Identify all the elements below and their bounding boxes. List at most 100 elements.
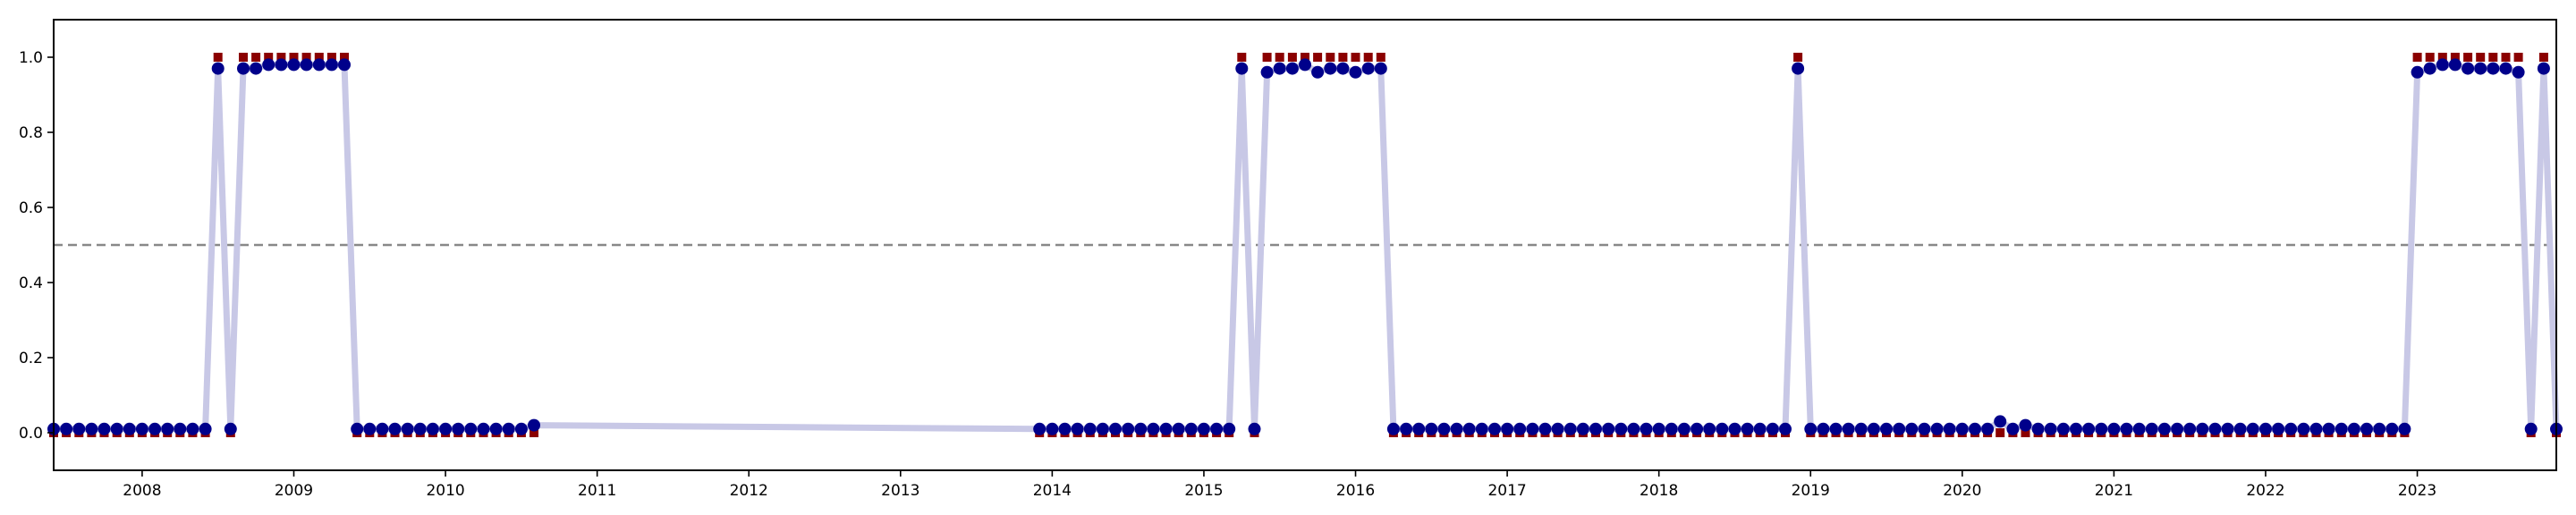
predicted-point xyxy=(2385,422,2399,435)
predicted-point xyxy=(1589,422,1602,435)
predicted-point xyxy=(161,422,174,435)
predicted-point xyxy=(1184,422,1198,435)
actual-point xyxy=(1363,53,1373,62)
predicted-point xyxy=(1147,422,1160,435)
predicted-point xyxy=(2132,422,2146,435)
actual-point xyxy=(2463,53,2473,62)
predicted-point xyxy=(1741,422,1754,435)
predicted-point xyxy=(1248,422,1261,435)
actual-point xyxy=(2021,428,2030,437)
actual-point xyxy=(251,53,261,62)
predicted-point xyxy=(1425,422,1438,435)
actual-point xyxy=(2412,53,2422,62)
actual-point xyxy=(289,53,299,62)
predicted-point xyxy=(1994,415,2007,428)
line-layer xyxy=(54,61,2560,433)
predicted-point xyxy=(1223,422,1236,435)
predicted-point xyxy=(2474,62,2487,75)
predicted-point xyxy=(1981,422,1995,435)
predicted-point xyxy=(439,422,453,435)
predicted-point xyxy=(135,422,148,435)
predicted-point xyxy=(401,422,414,435)
predicted-point xyxy=(1513,422,1527,435)
predicted-point xyxy=(1854,422,1868,435)
predicted-point xyxy=(452,422,465,435)
x-tick-label: 2022 xyxy=(2246,482,2284,500)
predicted-point xyxy=(1677,422,1690,435)
predicted-point xyxy=(413,422,427,435)
actual-point xyxy=(2538,53,2548,62)
predicted-point xyxy=(1260,65,1274,79)
predicted-point xyxy=(2095,422,2108,435)
predicted-point xyxy=(211,62,225,75)
predicted-point xyxy=(1501,422,1514,435)
actual-point xyxy=(1313,53,1323,62)
predicted-point xyxy=(1576,422,1589,435)
predicted-point xyxy=(1210,422,1224,435)
predicted-point xyxy=(1665,422,1678,435)
predicted-point xyxy=(1159,422,1173,435)
predicted-point xyxy=(2436,58,2449,72)
predicted-point xyxy=(2208,422,2222,435)
predicted-point xyxy=(287,58,301,72)
predicted-point xyxy=(1462,422,1476,435)
actual-point xyxy=(2437,53,2447,62)
predicted-point xyxy=(1324,62,1337,75)
actual-point xyxy=(1237,53,1247,62)
actual-point xyxy=(301,53,311,62)
predicted-point xyxy=(1943,422,1956,435)
predicted-point xyxy=(1071,422,1084,435)
actual-point xyxy=(2425,53,2435,62)
actual-point xyxy=(340,53,349,62)
predicted-point xyxy=(2499,62,2512,75)
predicted-point xyxy=(1386,422,1400,435)
predicted-point xyxy=(325,58,338,72)
predicted-point xyxy=(1804,422,1818,435)
predicted-point xyxy=(1349,65,1362,79)
predicted-point xyxy=(489,422,503,435)
x-tick-label: 2008 xyxy=(123,482,161,500)
predicted-point xyxy=(2411,65,2424,79)
predicted-point xyxy=(426,422,439,435)
predicted-point xyxy=(464,422,478,435)
predicted-point xyxy=(477,422,490,435)
predicted-point xyxy=(2056,422,2070,435)
actual-point xyxy=(1793,53,1803,62)
y-tick-label: 0.4 xyxy=(19,274,43,292)
x-tick-label: 2015 xyxy=(1184,482,1223,500)
actual-point xyxy=(2450,53,2460,62)
y-tick-label: 1.0 xyxy=(19,49,43,67)
predicted-point xyxy=(2246,422,2259,435)
actual-point xyxy=(1275,53,1284,62)
predicted-point xyxy=(224,422,237,435)
predicted-point xyxy=(186,422,199,435)
predicted-point xyxy=(2082,422,2096,435)
y-tick-label: 0.0 xyxy=(19,425,43,443)
predicted-point xyxy=(237,62,250,75)
predicted-point xyxy=(1122,422,1135,435)
predicted-point xyxy=(1096,422,1109,435)
predicted-point xyxy=(1955,422,1969,435)
predicted-point xyxy=(1412,422,1426,435)
predicted-point xyxy=(85,422,98,435)
actual-point xyxy=(1262,53,1272,62)
predicted-point xyxy=(376,422,389,435)
predicted-point xyxy=(1969,422,1981,435)
predicted-point xyxy=(351,422,364,435)
predicted-point xyxy=(2284,422,2298,435)
actual-point xyxy=(264,53,274,62)
actual-point xyxy=(239,53,248,62)
x-tick-label: 2020 xyxy=(1943,482,1981,500)
predicted-point xyxy=(2120,422,2133,435)
actual-point xyxy=(2501,53,2511,62)
predicted-point xyxy=(1551,422,1564,435)
predicted-point xyxy=(363,422,377,435)
predicted-point xyxy=(2524,422,2538,435)
predicted-point xyxy=(110,422,123,435)
predicted-point xyxy=(1058,422,1072,435)
predicted-point xyxy=(1842,422,1855,435)
predicted-point xyxy=(2448,58,2462,72)
predicted-point xyxy=(312,58,326,72)
predicted-point xyxy=(2398,422,2411,435)
predicted-point xyxy=(528,418,540,432)
